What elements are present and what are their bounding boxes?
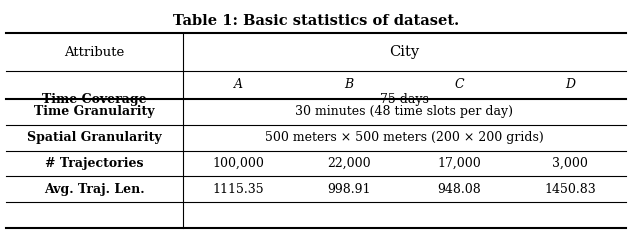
Text: Table 1: Basic statistics of dataset.: Table 1: Basic statistics of dataset. <box>173 14 459 28</box>
Text: D: D <box>566 79 575 92</box>
Text: 100,000: 100,000 <box>212 157 264 170</box>
Text: 998.91: 998.91 <box>327 183 370 196</box>
Text: Time Coverage: Time Coverage <box>42 93 147 105</box>
Text: 1450.83: 1450.83 <box>544 183 596 196</box>
Text: Attribute: Attribute <box>64 46 125 59</box>
Text: # Trajectories: # Trajectories <box>46 157 144 170</box>
Text: 22,000: 22,000 <box>327 157 371 170</box>
Text: 1115.35: 1115.35 <box>212 183 264 196</box>
Text: 3,000: 3,000 <box>552 157 588 170</box>
Text: Spatial Granularity: Spatial Granularity <box>27 131 162 144</box>
Text: A: A <box>234 79 243 92</box>
Text: 500 meters × 500 meters (200 × 200 grids): 500 meters × 500 meters (200 × 200 grids… <box>265 131 544 144</box>
Text: 30 minutes (48 time slots per day): 30 minutes (48 time slots per day) <box>295 105 513 118</box>
Text: City: City <box>389 45 419 59</box>
Text: C: C <box>455 79 465 92</box>
Text: B: B <box>344 79 353 92</box>
Text: 75 days: 75 days <box>380 93 428 105</box>
Text: 17,000: 17,000 <box>438 157 482 170</box>
Text: 948.08: 948.08 <box>438 183 482 196</box>
Text: Time Granularity: Time Granularity <box>34 105 155 118</box>
Text: Avg. Traj. Len.: Avg. Traj. Len. <box>44 183 145 196</box>
